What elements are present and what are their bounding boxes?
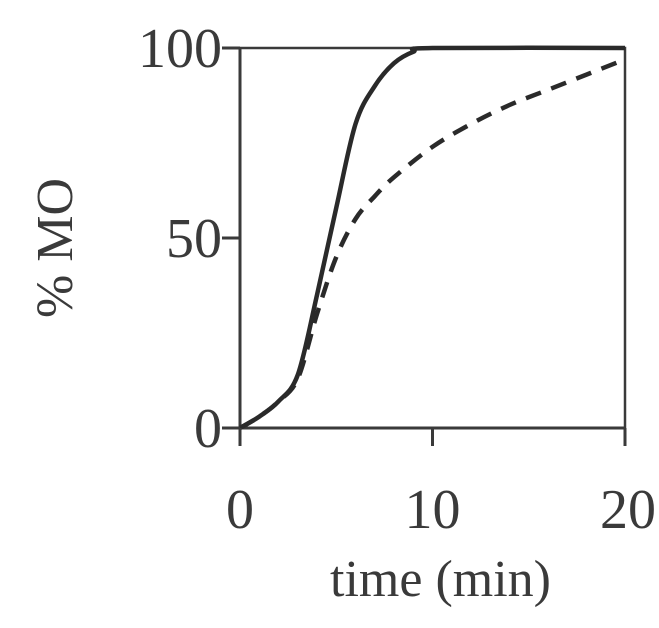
series-layer: [238, 45, 626, 430]
y-tick-label: 50: [166, 208, 222, 270]
x-axis-title: time (min): [330, 551, 551, 608]
series-line-dashed: [238, 57, 626, 430]
y-tick-label: 100: [138, 18, 222, 80]
x-tick-label: 0: [226, 479, 254, 541]
series-line-solid: [238, 45, 626, 430]
y-axis-title: % MO: [27, 178, 84, 318]
x-tick-label: 10: [405, 479, 461, 541]
y-tick-label: 0: [194, 398, 222, 460]
ticks-layer: 0 50 100 0 10 20: [138, 18, 656, 541]
x-tick-label: 20: [600, 479, 656, 541]
